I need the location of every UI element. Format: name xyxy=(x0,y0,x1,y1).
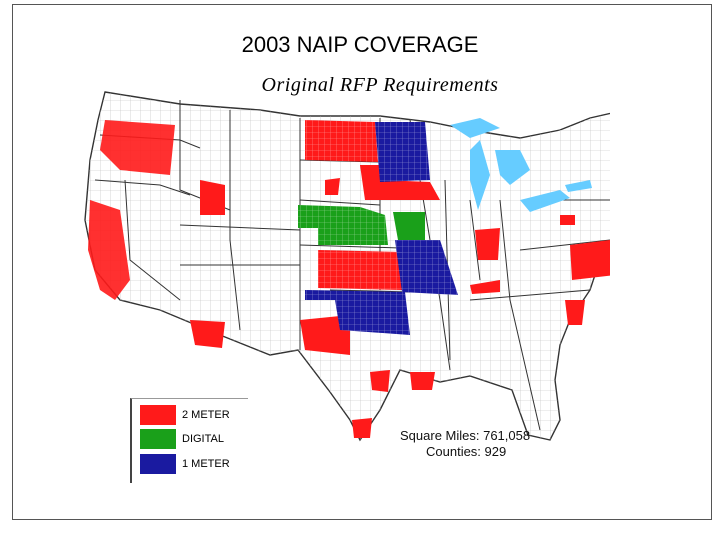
map-subtitle: Original RFP Requirements xyxy=(261,74,499,96)
legend-item-1-meter: 1 METER xyxy=(140,454,230,474)
legend-swatch-red xyxy=(140,405,176,425)
virginia-region xyxy=(570,240,610,280)
coverage-stats: Square Miles: 761,058 Counties: 929 xyxy=(400,428,530,460)
legend-swatch-green xyxy=(140,429,176,449)
great-lakes xyxy=(450,118,592,212)
legend-swatch-blue xyxy=(140,454,176,474)
map-title: 2003 NAIP COVERAGE xyxy=(241,32,479,57)
legend-label: DIGITAL xyxy=(182,433,224,445)
iowa-minnesota-region xyxy=(380,180,440,200)
california-coast-region xyxy=(88,200,130,300)
map-legend: 2 METER DIGITAL 1 METER xyxy=(130,398,248,483)
legend-item-2-meter: 2 METER xyxy=(140,405,230,425)
legend-item-digital: DIGITAL xyxy=(140,429,224,449)
square-miles-text: Square Miles: 761,058 xyxy=(400,428,531,443)
us-coverage-map xyxy=(84,91,610,442)
counties-text: Counties: 929 xyxy=(426,444,507,459)
oregon-washington-region xyxy=(100,120,175,175)
iowa-region xyxy=(393,212,425,240)
legend-label: 2 METER xyxy=(182,409,230,421)
legend-label: 1 METER xyxy=(182,458,230,470)
